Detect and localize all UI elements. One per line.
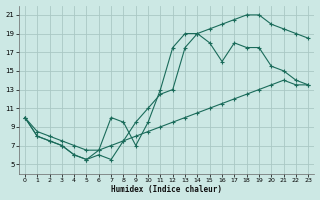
X-axis label: Humidex (Indice chaleur): Humidex (Indice chaleur) xyxy=(111,185,222,194)
